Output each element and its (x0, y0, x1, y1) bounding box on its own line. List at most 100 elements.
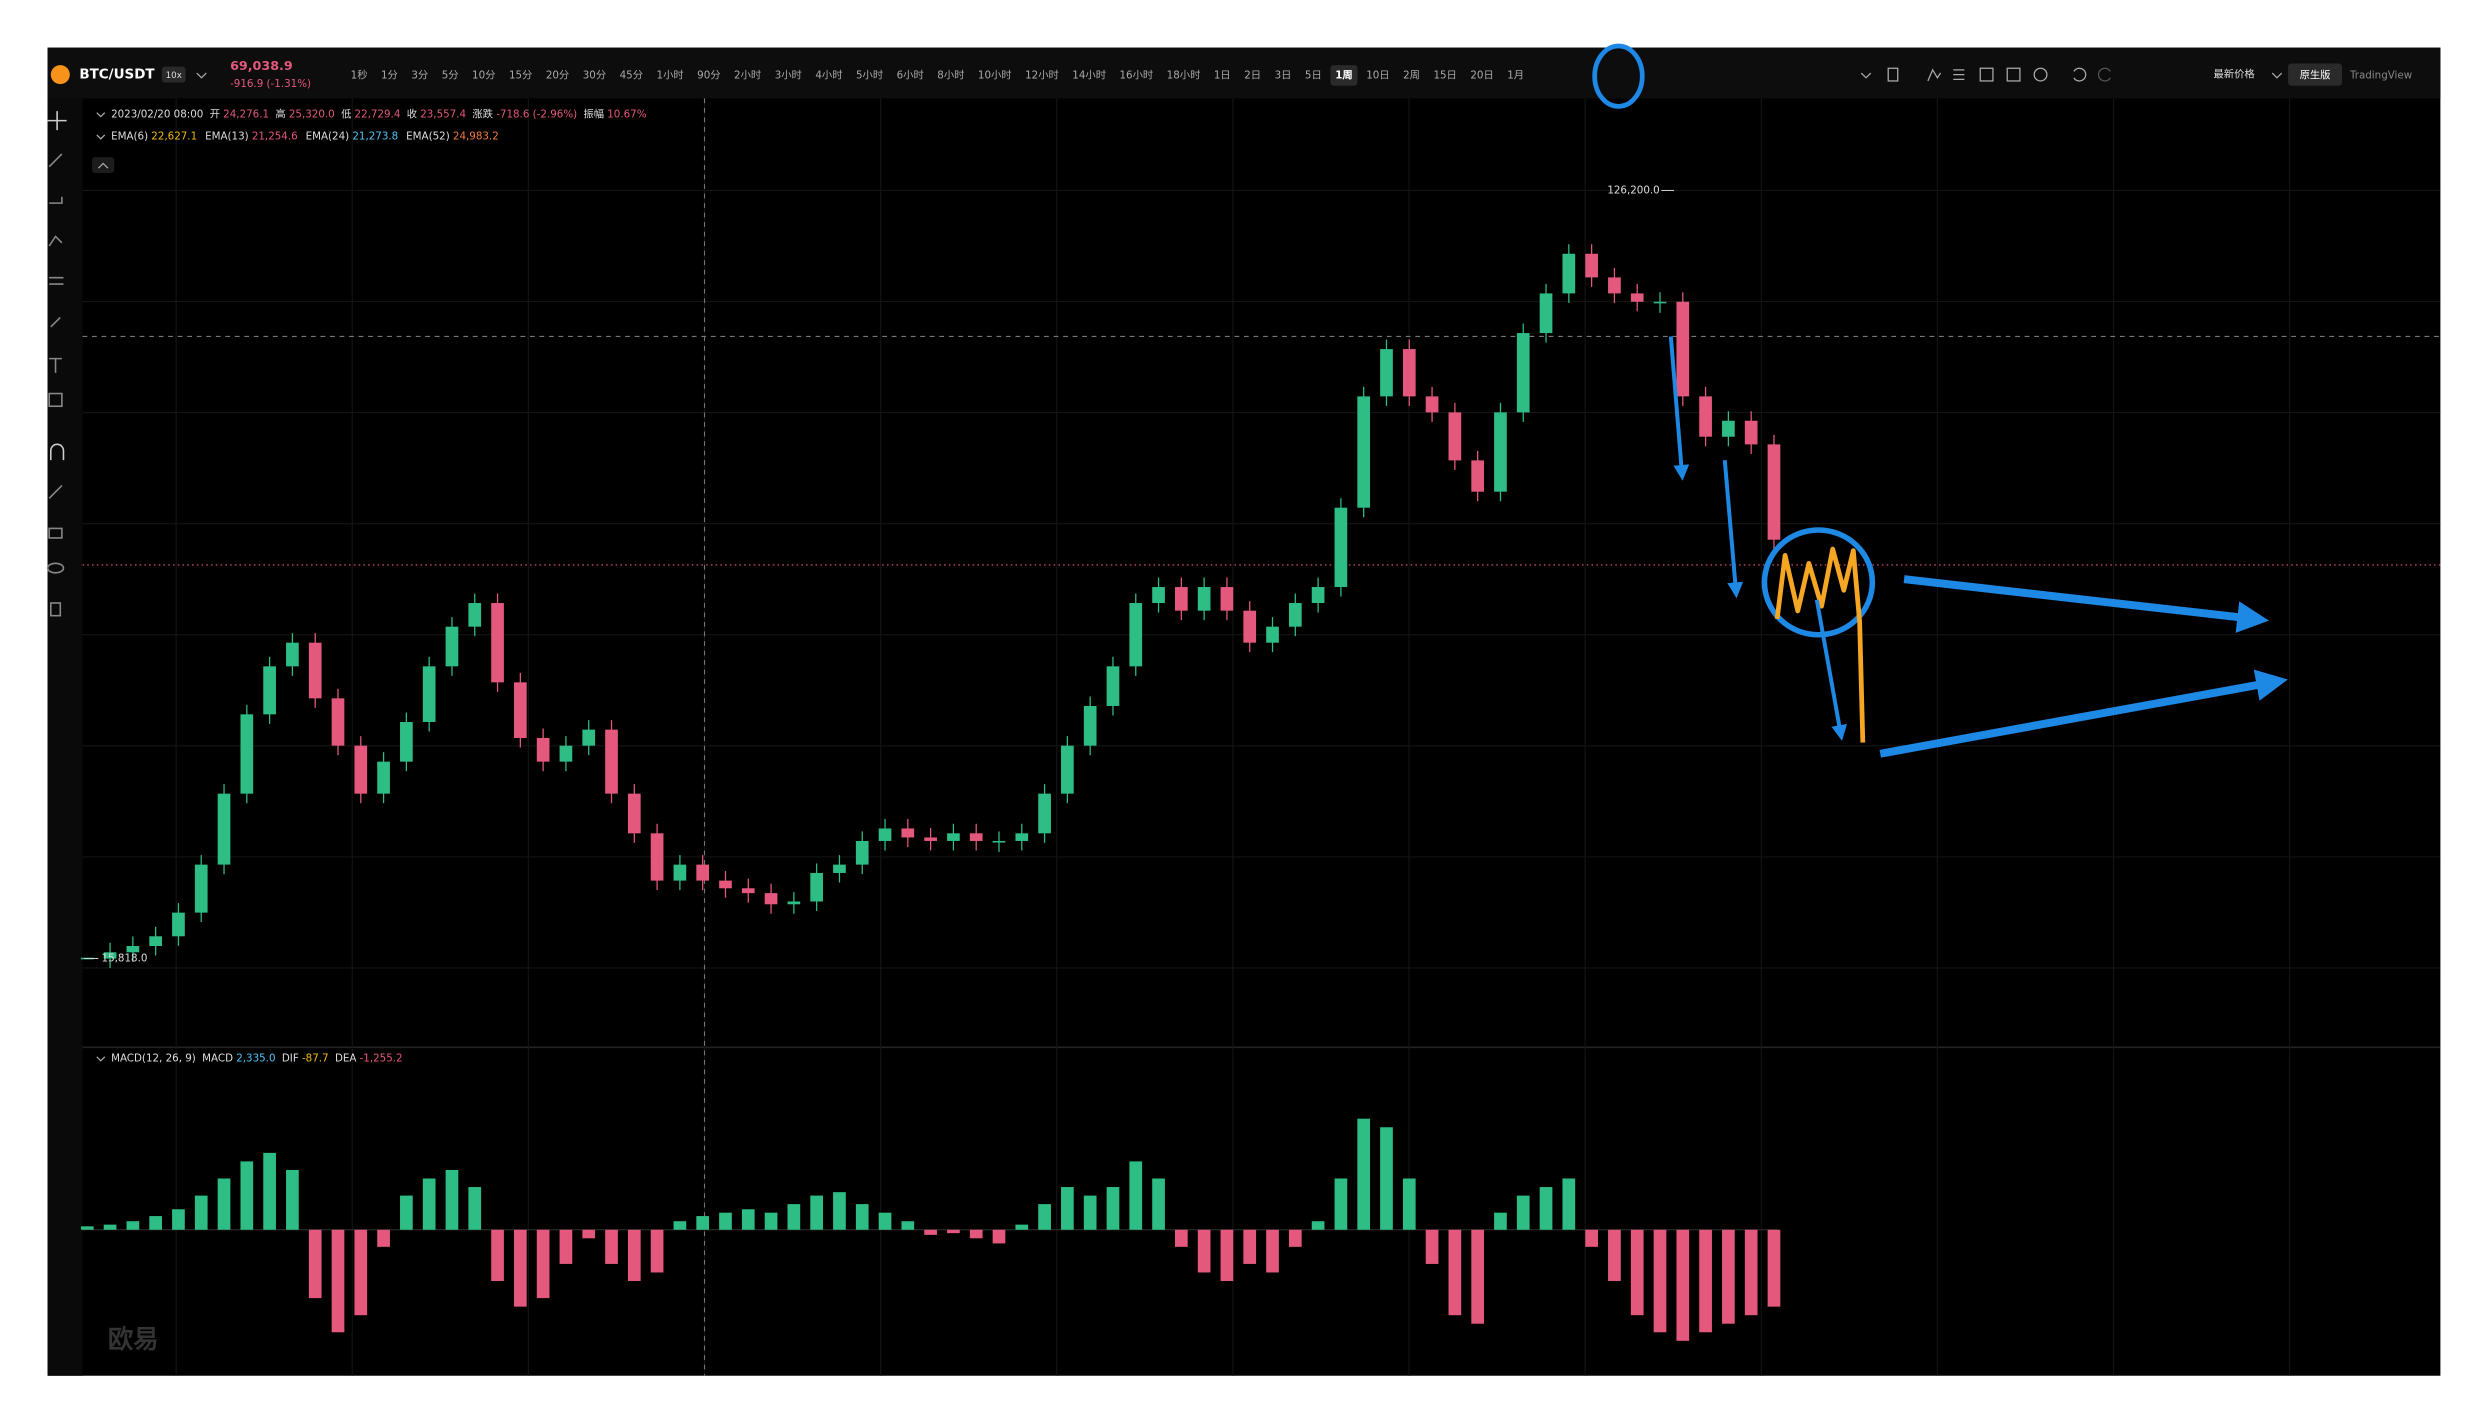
interval[interactable]: 16小时 (1119, 69, 1153, 81)
interval[interactable]: 1月 (1507, 69, 1524, 81)
interval[interactable]: 14小时 (1072, 69, 1106, 81)
macd-bar (559, 1229, 573, 1264)
collapse-button[interactable] (92, 157, 115, 173)
legend-toggles[interactable] (96, 112, 106, 1062)
leverage[interactable]: 10x (166, 71, 182, 81)
candle (194, 864, 208, 913)
interval[interactable]: 1日 (1214, 69, 1231, 81)
candle (1220, 587, 1234, 611)
macd-bar (764, 1212, 778, 1230)
interval[interactable]: 30分 (583, 69, 606, 81)
last-price: 69,038.9 (230, 58, 293, 73)
macd-bar (468, 1187, 482, 1230)
macd-bar (878, 1212, 892, 1230)
candle (1516, 333, 1530, 413)
candle (1015, 833, 1029, 841)
legend-value: 2,335.0 (236, 1052, 275, 1064)
candle (308, 642, 322, 699)
legend-value: 24,276.1 (223, 108, 269, 120)
macd-bar (1266, 1229, 1279, 1273)
macd-bar (1471, 1229, 1485, 1324)
legend-value: 10.67% (607, 108, 646, 120)
macd-bar (126, 1221, 140, 1230)
macd-bar (263, 1152, 276, 1230)
interval[interactable]: 12小时 (1025, 69, 1059, 81)
macd-bar (1744, 1229, 1758, 1316)
interval[interactable]: 18小时 (1167, 69, 1201, 81)
macd-bar (1562, 1178, 1576, 1230)
ema-legend: EMA(6) 22,627.1 EMA(13) 21,254.6 EMA(24) 21,2… (111, 130, 499, 142)
legend-label: 收 (407, 107, 417, 120)
price-change: -916.9 (-1.31%) (230, 78, 311, 90)
interval[interactable]: 10日 (1366, 69, 1389, 81)
macd-bar (1630, 1229, 1644, 1316)
macd-bar (194, 1195, 208, 1230)
candle (627, 793, 641, 834)
view-native[interactable]: 原生版 (2300, 68, 2331, 81)
interval[interactable]: 3小时 (775, 69, 802, 81)
interval[interactable]: 2日 (1244, 69, 1261, 81)
macd-bar (172, 1209, 185, 1230)
interval[interactable]: 4小时 (815, 69, 842, 81)
view-tradingview[interactable]: TradingView (2349, 69, 2412, 81)
interval[interactable]: 1周 (1335, 69, 1352, 81)
symbol[interactable]: BTC/USDT (79, 67, 155, 83)
interval[interactable]: 15日 (1433, 69, 1456, 81)
macd-bar (1448, 1229, 1462, 1316)
legend-value: -718.6 (-2.96%) (496, 108, 577, 120)
macd-bar (1152, 1178, 1165, 1230)
leverage-badge (161, 66, 186, 83)
interval[interactable]: 6小时 (897, 69, 924, 81)
macd-bar (1311, 1221, 1325, 1230)
candle (1585, 253, 1598, 278)
macd-bar (286, 1169, 299, 1230)
macd-bar (1197, 1229, 1211, 1273)
interval[interactable]: 8小时 (937, 69, 964, 81)
tool-icons (46, 111, 67, 617)
macd-bar (1083, 1195, 1097, 1230)
candle (1676, 301, 1690, 397)
interval[interactable]: 1分 (381, 69, 398, 81)
interval[interactable]: 45分 (620, 69, 643, 81)
macd-bar (605, 1229, 618, 1264)
interval[interactable]: 15分 (509, 69, 532, 81)
legend-label: EMA(24) (306, 130, 350, 142)
interval[interactable]: 90分 (697, 69, 720, 81)
macd-bar (217, 1178, 231, 1230)
candle (1243, 610, 1257, 643)
macd-bar (1174, 1229, 1188, 1247)
interval[interactable]: 3日 (1275, 69, 1292, 81)
app-frame (47, 47, 2441, 1376)
candle (810, 872, 824, 902)
price-mode[interactable]: 最新价格 (2213, 68, 2255, 81)
macd-bar (400, 1195, 413, 1230)
interval[interactable]: 5日 (1305, 69, 1322, 81)
interval[interactable]: 20日 (1470, 69, 1493, 81)
interval[interactable]: 20分 (546, 69, 569, 81)
interval[interactable]: 5分 (442, 69, 459, 81)
candle (741, 888, 755, 894)
macd-bar (240, 1161, 254, 1230)
candle (969, 833, 983, 841)
candle (536, 737, 550, 762)
macd-bar (947, 1229, 960, 1234)
candle (400, 721, 413, 762)
interval[interactable]: 1小时 (657, 69, 684, 81)
candle (1152, 587, 1165, 604)
interval[interactable]: 10小时 (978, 69, 1012, 81)
interval[interactable]: 2小时 (734, 69, 761, 81)
interval[interactable]: 3分 (411, 69, 428, 81)
macd-bar (1015, 1224, 1029, 1230)
candle (126, 946, 140, 953)
interval[interactable]: 10分 (472, 69, 495, 81)
symbol-dropdown[interactable] (196, 72, 207, 79)
interval[interactable]: 5小时 (856, 69, 883, 81)
interval[interactable]: 1秒 (351, 68, 368, 81)
candle (1494, 412, 1507, 492)
candle (1311, 587, 1325, 604)
interval[interactable]: 2周 (1403, 69, 1420, 81)
highlight-circle (1592, 43, 1645, 109)
macd-bar (331, 1229, 345, 1333)
macd-bar (1767, 1229, 1781, 1307)
